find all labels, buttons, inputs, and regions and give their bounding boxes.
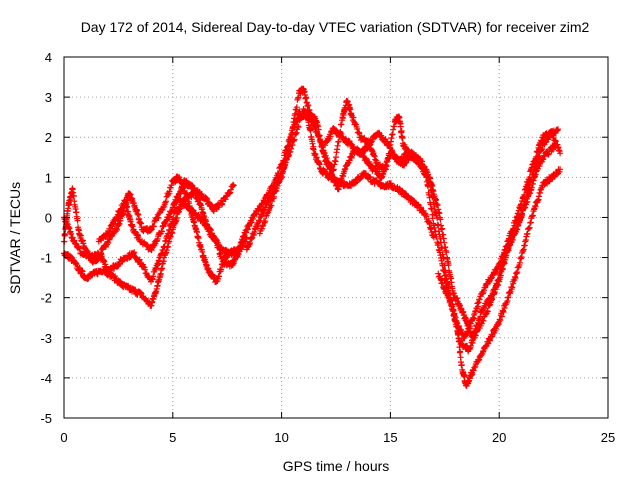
- axis-ticks: [63, 56, 609, 419]
- x-tick-label: 20: [492, 430, 506, 445]
- x-axis-label: GPS time / hours: [283, 458, 390, 474]
- y-tick-label: 1: [45, 170, 52, 185]
- plot-frame: [63, 56, 609, 419]
- y-tick-label: 3: [45, 90, 52, 105]
- x-tick-labels: 0 5 10 15 20 25: [60, 430, 615, 445]
- y-tick-labels: -5 -4 -3 -2 -1 0 1 2 3 4: [40, 50, 52, 426]
- x-tick-label: 0: [60, 430, 67, 445]
- x-tick-label: 15: [383, 430, 397, 445]
- y-tick-label: 4: [45, 50, 52, 65]
- y-tick-label: 0: [45, 210, 52, 225]
- x-tick-label: 10: [274, 430, 288, 445]
- y-tick-label: 2: [45, 130, 52, 145]
- chart-title: Day 172 of 2014, Sidereal Day-to-day VTE…: [81, 19, 590, 35]
- y-tick-label: -1: [40, 251, 52, 266]
- data-point-markers: [61, 85, 564, 389]
- x-tick-label: 5: [169, 430, 176, 445]
- data-points: [61, 85, 564, 389]
- x-tick-label: 25: [601, 430, 615, 445]
- y-tick-label: -5: [40, 411, 52, 426]
- y-tick-label: -3: [40, 331, 52, 346]
- y-tick-label: -4: [40, 371, 52, 386]
- y-axis-label: SDTVAR / TECUs: [7, 182, 23, 294]
- y-tick-label: -2: [40, 291, 52, 306]
